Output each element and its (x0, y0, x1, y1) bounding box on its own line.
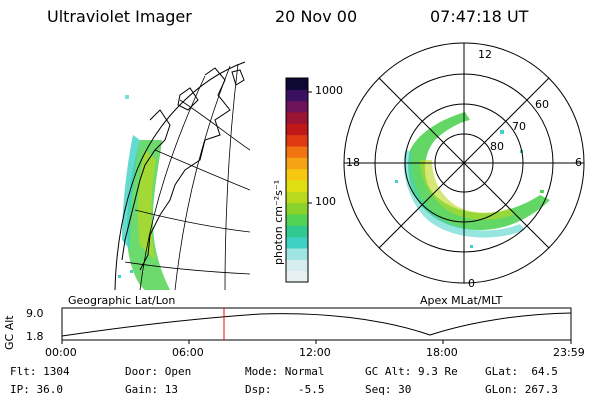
polar-plot (343, 42, 585, 284)
colorbar-segment (286, 202, 308, 215)
status-glat: GLat: 64.5 (485, 365, 558, 378)
date-label: 20 Nov 00 (275, 7, 358, 26)
polar-label-70: 70 (512, 120, 526, 133)
colorbar-segment (286, 270, 308, 283)
colorbar-segment (286, 134, 308, 147)
timeline-x-tick-0000: 00:00 (45, 346, 77, 359)
colorbar-segment (286, 123, 308, 136)
polar-label-12: 12 (478, 48, 492, 61)
colorbar (285, 77, 312, 283)
colorbar-segment (286, 112, 308, 124)
colorbar-segment (286, 146, 308, 158)
status-gain: Gain: 13 (125, 383, 178, 396)
colorbar-segment (286, 78, 308, 90)
polar-label-80: 80 (490, 140, 504, 153)
instrument-title: Ultraviolet Imager (47, 7, 192, 26)
colorbar-border (285, 77, 309, 283)
timeline-y-tick-low: 1.8 (26, 330, 44, 343)
colorbar-tick-1000: 1000 (315, 84, 343, 97)
timeline-y-tick-high: 9.0 (26, 307, 44, 320)
colorbar-segment (286, 157, 308, 170)
colorbar-segment (286, 89, 308, 102)
timeline-right-title: Apex MLat/MLT (420, 294, 503, 307)
polar-label-60: 60 (535, 98, 549, 111)
status-mode: Mode: Normal (245, 365, 325, 378)
timeline-x-tick-1800: 18:00 (426, 346, 458, 359)
status-dsp: Dsp: -5.5 (245, 383, 325, 396)
status-gc-alt: GC Alt: 9.3 Re (365, 365, 458, 378)
colorbar-unit-label: photon cm⁻²s⁻¹ (272, 179, 285, 265)
polar-label-18: 18 (346, 156, 360, 169)
colorbar-segment (286, 259, 308, 272)
polar-label-6: 6 (575, 156, 582, 169)
colorbar-segment (286, 225, 308, 238)
time-label: 07:47:18 UT (430, 7, 529, 26)
timeline-x-tick-0600: 06:00 (172, 346, 204, 359)
status-seq: Seq: 30 (365, 383, 412, 396)
polar-label-0: 0 (468, 277, 475, 290)
timeline-x-tick-2359: 23:59 (553, 346, 585, 359)
timeline-left-title: Geographic Lat/Lon (68, 294, 176, 307)
colorbar-segment (286, 100, 308, 113)
colorbar-segment (286, 214, 308, 226)
timeline-x-tick-1200: 12:00 (299, 346, 331, 359)
colorbar-segment (286, 248, 308, 260)
colorbar-segment (286, 168, 308, 181)
colorbar-segment (286, 236, 308, 249)
colorbar-tick-100: 100 (315, 195, 336, 208)
status-flight: Flt: 1304 (10, 365, 70, 378)
status-door: Door: Open (125, 365, 192, 378)
timeline-y-axis-label: GC Alt (3, 315, 16, 350)
timeline-plot (61, 307, 572, 344)
colorbar-segment (286, 191, 308, 204)
status-ip: IP: 36.0 (10, 383, 63, 396)
status-glon: GLon: 267.3 (485, 383, 558, 396)
geographic-globe (114, 60, 250, 290)
colorbar-segment (286, 180, 308, 192)
